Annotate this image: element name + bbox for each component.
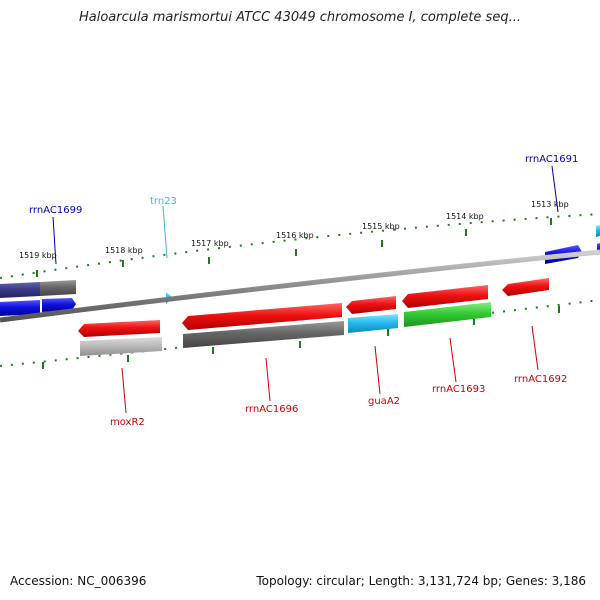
outer-major-ticks bbox=[36, 218, 552, 277]
label-guaA2[interactable]: guaA2 bbox=[368, 396, 400, 407]
label-connectors bbox=[52, 165, 559, 414]
feature-rrnAC1693-red[interactable] bbox=[402, 285, 488, 308]
feature-guaA2-red[interactable] bbox=[346, 296, 396, 314]
feature-moxR2-red[interactable] bbox=[78, 320, 160, 337]
label-trn23[interactable]: trn23 bbox=[150, 196, 177, 207]
ruler-label-1518: 1518 kbp bbox=[105, 246, 143, 255]
ruler-label-1514: 1514 kbp bbox=[446, 212, 484, 221]
backbone bbox=[0, 249, 600, 323]
map-title: Haloarcula marismortui ATCC 43049 chromo… bbox=[79, 10, 521, 25]
inner-major-ticks bbox=[42, 306, 560, 369]
ruler-label-1515: 1515 kbp bbox=[362, 222, 400, 231]
ruler-label-1516: 1516 kbp bbox=[276, 231, 314, 240]
outer-tick-ring bbox=[0, 213, 600, 279]
feature-forward-blue-mid[interactable] bbox=[42, 298, 76, 312]
accession-text: Accession: NC_006396 bbox=[10, 574, 147, 588]
feature-guaA2-cyan[interactable] bbox=[348, 314, 398, 333]
label-rrnAC1693[interactable]: rrnAC1693 bbox=[432, 384, 485, 395]
feature-forward-blue-left[interactable] bbox=[0, 300, 40, 316]
ruler-label-1513: 1513 kbp bbox=[531, 200, 569, 209]
feature-rrnAC1692[interactable] bbox=[502, 278, 549, 296]
ruler-label-1517: 1517 kbp bbox=[191, 239, 229, 248]
label-rrnAC1699[interactable]: rrnAC1699 bbox=[29, 205, 82, 216]
feature-moxR2-gray[interactable] bbox=[80, 337, 162, 356]
feature-rrnAC1696-red[interactable] bbox=[182, 303, 342, 330]
label-rrnAC1691[interactable]: rrnAC1691 bbox=[525, 154, 578, 165]
label-rrnAC1692[interactable]: rrnAC1692 bbox=[514, 374, 567, 385]
feature-forward-gray[interactable] bbox=[40, 280, 76, 296]
feature-rrnAC1696-gray[interactable] bbox=[183, 321, 344, 348]
feature-rrnAC1693-green[interactable] bbox=[404, 302, 491, 327]
ruler-label-1519: 1519 kbp bbox=[19, 251, 57, 260]
feature-edge-cyan[interactable] bbox=[596, 225, 600, 237]
feature-forward-darkblue[interactable] bbox=[0, 282, 40, 298]
reverse-strand-features bbox=[78, 278, 549, 356]
topology-text: Topology: circular; Length: 3,131,724 bp… bbox=[256, 574, 586, 588]
label-rrnAC1696[interactable]: rrnAC1696 bbox=[245, 404, 298, 415]
label-moxR2[interactable]: moxR2 bbox=[110, 417, 145, 428]
